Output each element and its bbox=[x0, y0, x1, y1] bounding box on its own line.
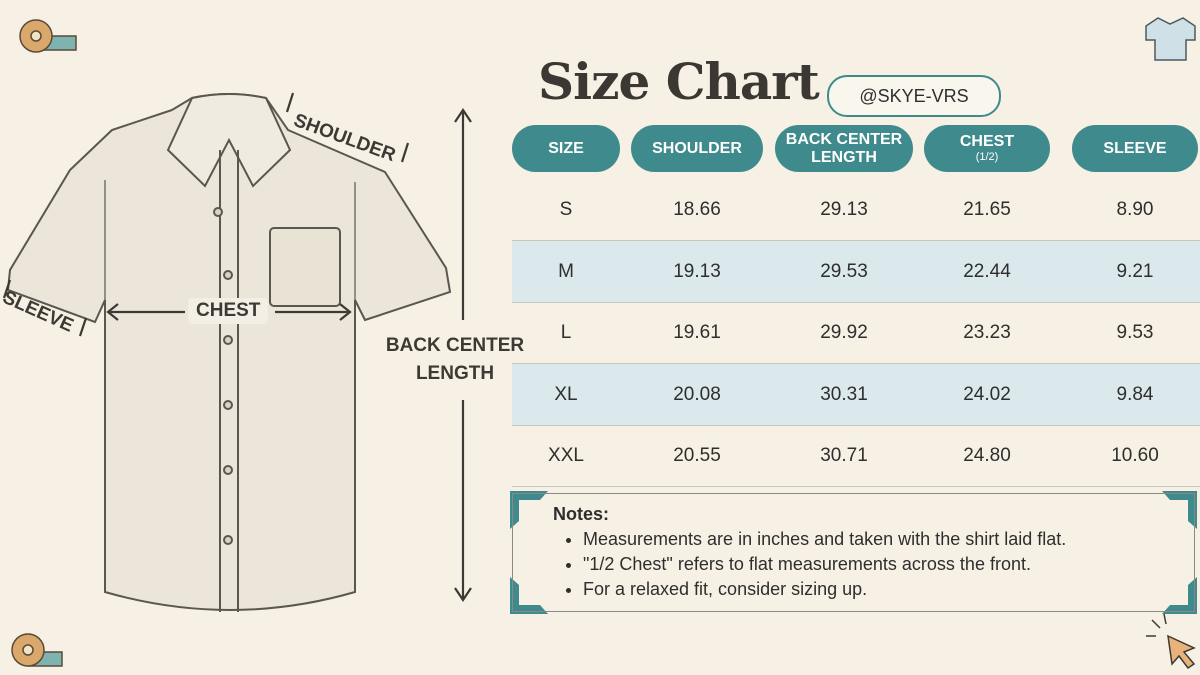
column-header: CHEST (1/2) bbox=[924, 125, 1050, 172]
note-item: Measurements are in inches and taken wit… bbox=[583, 527, 1194, 552]
cursor-icon bbox=[1146, 613, 1196, 670]
table-cell: 8.90 bbox=[1116, 199, 1154, 220]
table-row: M 19.13 29.53 22.44 9.21 bbox=[512, 240, 1200, 303]
table-cell: 18.66 bbox=[673, 199, 721, 220]
measure-arrows bbox=[2, 92, 472, 602]
header-label: CHEST bbox=[959, 133, 1015, 150]
notes-box: Notes: Measurements are in inches and ta… bbox=[512, 493, 1195, 612]
table-cell: 29.13 bbox=[820, 199, 868, 220]
tape-icon bbox=[19, 19, 77, 53]
table-cell: 9.21 bbox=[1116, 260, 1154, 282]
table-cell: XL bbox=[554, 383, 578, 405]
table-cell: S bbox=[559, 199, 573, 220]
table-cell: 19.61 bbox=[673, 322, 721, 343]
note-item: "1/2 Chest" refers to flat measurements … bbox=[583, 552, 1194, 577]
table-row: L 19.61 29.92 23.23 9.53 bbox=[512, 302, 1200, 364]
header-label: SHOULDER bbox=[652, 139, 742, 157]
column-header: SHOULDER bbox=[631, 125, 763, 172]
table-cell: 9.84 bbox=[1116, 383, 1154, 405]
table-cell: 24.02 bbox=[963, 383, 1011, 405]
table-cell: 20.08 bbox=[673, 383, 721, 405]
table-cell: M bbox=[558, 260, 574, 282]
tape-icon bbox=[11, 633, 63, 667]
notes-list: Measurements are in inches and taken wit… bbox=[583, 527, 1194, 602]
header-label: SLEEVE bbox=[1103, 139, 1167, 157]
column-header: BACK CENTER LENGTH bbox=[775, 125, 913, 172]
shirt-illustration bbox=[6, 93, 452, 612]
title: Size Chart bbox=[538, 52, 820, 111]
column-header: SLEEVE bbox=[1072, 125, 1198, 172]
table-cell: 10.60 bbox=[1111, 445, 1159, 466]
table-cell: 24.80 bbox=[963, 445, 1011, 466]
header-label: BACK CENTER LENGTH bbox=[785, 130, 903, 166]
header-sub: (1/2) bbox=[975, 151, 999, 163]
table-cell: 20.55 bbox=[673, 445, 721, 466]
back-center-length-label: BACK CENTER LENGTH bbox=[380, 332, 530, 388]
table-cell: 30.71 bbox=[820, 445, 868, 466]
handle-badge[interactable]: @SKYE-VRS bbox=[827, 75, 1001, 117]
column-header: SIZE bbox=[512, 125, 620, 172]
notes-corners bbox=[510, 491, 1197, 614]
table-row: XXL 20.55 30.71 24.80 10.60 bbox=[512, 425, 1200, 487]
table-cell: 22.44 bbox=[963, 260, 1011, 282]
table-cell: 29.92 bbox=[820, 322, 868, 343]
chest-label: CHEST bbox=[188, 298, 269, 324]
note-item: For a relaxed fit, consider sizing up. bbox=[583, 577, 1194, 602]
table-cell: L bbox=[560, 322, 572, 343]
table-cell: 9.53 bbox=[1116, 322, 1154, 343]
table-row: XL 20.08 30.31 24.02 9.84 bbox=[512, 363, 1200, 426]
shirt-icon bbox=[1145, 17, 1196, 61]
table-cell: 19.13 bbox=[673, 260, 721, 282]
notes-title: Notes: bbox=[553, 504, 610, 524]
table-cell: XXL bbox=[548, 445, 584, 466]
table-cell: 29.53 bbox=[820, 260, 868, 282]
table-cell: 23.23 bbox=[963, 322, 1011, 343]
header-label: SIZE bbox=[548, 139, 584, 157]
table-row: S 18.66 29.13 21.65 8.90 bbox=[512, 179, 1200, 241]
table-cell: 30.31 bbox=[820, 383, 868, 405]
table-cell: 21.65 bbox=[963, 199, 1011, 220]
